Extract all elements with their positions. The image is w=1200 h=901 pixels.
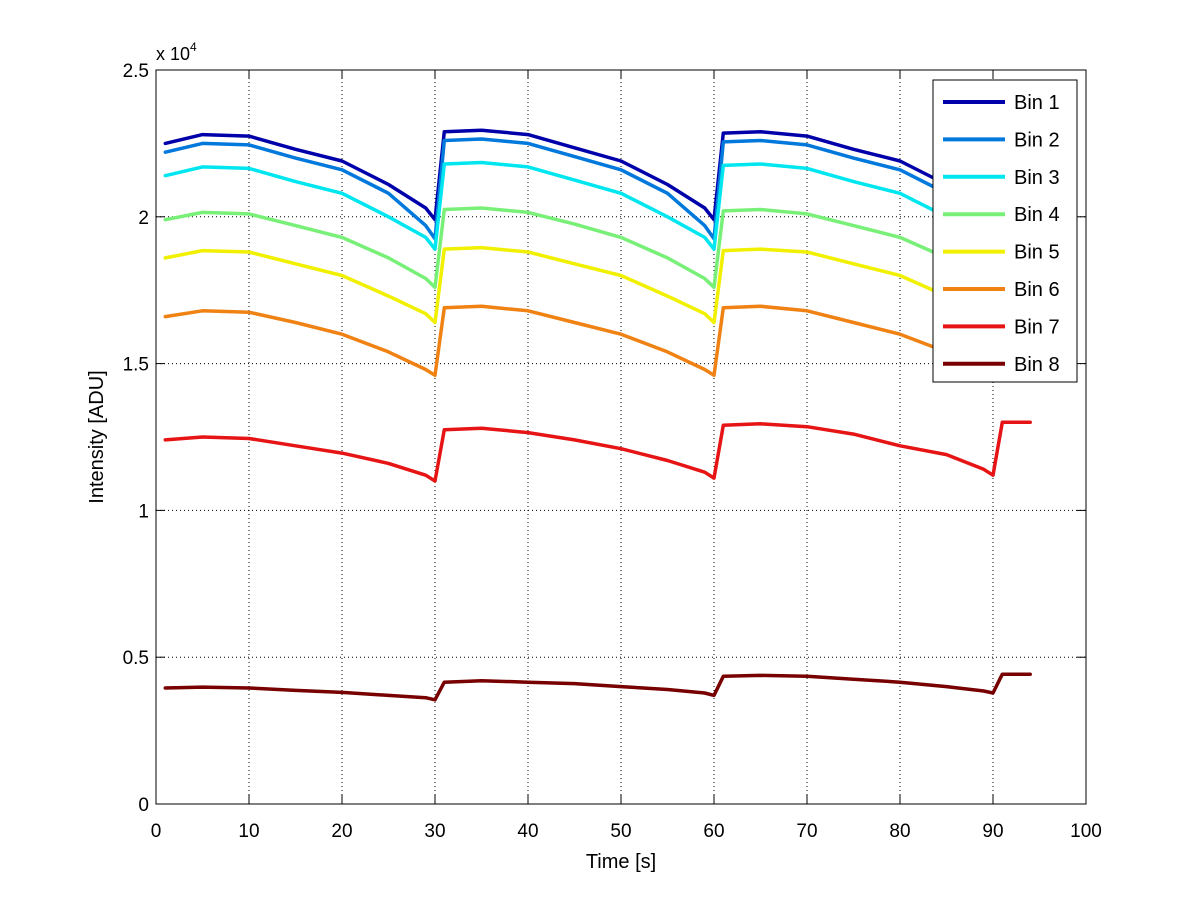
legend-box bbox=[932, 79, 1078, 383]
x-tick-label: 30 bbox=[424, 821, 445, 842]
x-tick-label: 40 bbox=[517, 821, 538, 842]
y-tick-label: 0.5 bbox=[123, 648, 149, 669]
x-tick-label: 100 bbox=[1070, 821, 1102, 842]
legend-label-bin-5: Bin 5 bbox=[1014, 242, 1060, 264]
legend-label-bin-6: Bin 6 bbox=[1014, 279, 1060, 301]
x-tick-label: 60 bbox=[703, 821, 724, 842]
y-tick-label: 1 bbox=[138, 501, 149, 522]
legend: Bin 1 Bin 2 Bin 3 Bin 4 Bin 5 Bin 6 Bin 7 Bin 8 bbox=[932, 79, 1078, 383]
legend-label-bin-8: Bin 8 bbox=[1014, 354, 1060, 376]
legend-label-bin-7: Bin 7 bbox=[1014, 316, 1060, 338]
y-exponent-label: x 104 bbox=[156, 40, 197, 64]
x-tick-label: 90 bbox=[982, 821, 1003, 842]
x-tick-label: 50 bbox=[610, 821, 631, 842]
x-axis-label: Time [s] bbox=[586, 851, 656, 873]
legend-label-bin-1: Bin 1 bbox=[1014, 92, 1060, 114]
axis-ticks bbox=[155, 69, 1087, 805]
legend-label-bin-4: Bin 4 bbox=[1014, 204, 1060, 226]
x-tick-labels: 0 10 20 30 40 50 60 70 80 90 100 bbox=[151, 821, 1102, 842]
y-tick-label: 0 bbox=[138, 795, 149, 816]
x-tick-label: 20 bbox=[331, 821, 352, 842]
y-tick-label: 1.5 bbox=[123, 355, 149, 376]
y-tick-label: 2 bbox=[138, 208, 149, 229]
x-tick-label: 10 bbox=[238, 821, 259, 842]
x-tick-label: 70 bbox=[796, 821, 817, 842]
y-axis-label: Intensity [ADU] bbox=[86, 370, 108, 503]
y-tick-label: 2.5 bbox=[123, 61, 149, 82]
legend-label-bin-3: Bin 3 bbox=[1014, 167, 1060, 189]
x-tick-label: 80 bbox=[889, 821, 910, 842]
y-tick-labels: 0 0.5 1 1.5 2 2.5 bbox=[123, 61, 149, 816]
series-line-bin-7 bbox=[163, 420, 1032, 483]
legend-label-bin-2: Bin 2 bbox=[1014, 129, 1060, 151]
grid-lines bbox=[156, 70, 1086, 804]
series-line-bin-8 bbox=[163, 672, 1032, 702]
x-tick-label: 0 bbox=[151, 821, 162, 842]
